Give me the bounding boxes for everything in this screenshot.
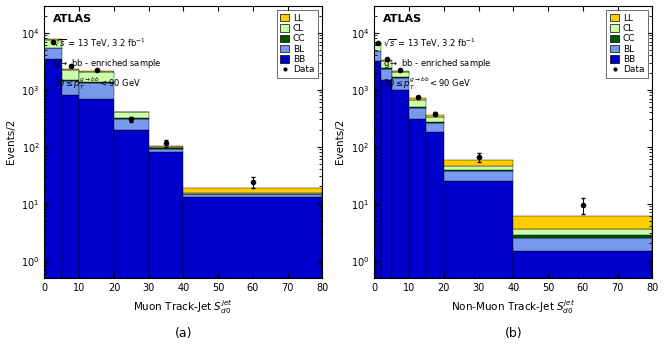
Bar bbox=[513, 229, 652, 235]
Bar bbox=[381, 68, 392, 69]
Bar bbox=[114, 112, 149, 118]
Bar bbox=[183, 197, 323, 344]
Bar bbox=[513, 216, 652, 229]
Text: g$\rightarrow$ bb - enriched sample: g$\rightarrow$ bb - enriched sample bbox=[53, 57, 161, 70]
Bar bbox=[79, 72, 114, 82]
Bar bbox=[381, 61, 392, 68]
Bar bbox=[374, 51, 381, 61]
Bar bbox=[44, 39, 62, 40]
Bar bbox=[409, 119, 426, 344]
Bar bbox=[444, 170, 513, 171]
Bar bbox=[381, 69, 392, 80]
Bar bbox=[79, 98, 114, 344]
Bar bbox=[44, 48, 62, 49]
Bar bbox=[374, 43, 381, 44]
Bar bbox=[513, 235, 652, 238]
Text: $30 \leq p_T^{g\rightarrow bb} < 90$ GeV: $30 \leq p_T^{g\rightarrow bb} < 90$ GeV bbox=[382, 76, 471, 92]
Bar bbox=[62, 95, 79, 344]
Bar bbox=[79, 83, 114, 98]
Bar bbox=[444, 165, 513, 170]
Bar bbox=[374, 44, 381, 51]
Text: (a): (a) bbox=[175, 327, 192, 340]
Text: ATLAS: ATLAS bbox=[53, 14, 92, 24]
Legend: LL, CL, CC, BL, BB, Data: LL, CL, CC, BL, BB, Data bbox=[276, 10, 318, 78]
Bar bbox=[114, 119, 149, 130]
Bar bbox=[149, 149, 183, 152]
Bar bbox=[114, 130, 149, 344]
Bar bbox=[426, 132, 444, 344]
Bar bbox=[392, 77, 409, 78]
Bar bbox=[392, 72, 409, 77]
Bar bbox=[513, 238, 652, 250]
Bar bbox=[62, 69, 79, 80]
Bar bbox=[79, 82, 114, 83]
Bar bbox=[392, 78, 409, 90]
Bar bbox=[426, 117, 444, 122]
Bar bbox=[392, 90, 409, 344]
Bar bbox=[409, 108, 426, 119]
Bar bbox=[374, 61, 381, 344]
Bar bbox=[149, 146, 183, 147]
Bar bbox=[44, 59, 62, 344]
Bar bbox=[426, 122, 444, 123]
X-axis label: Non-Muon Track-Jet $S_{d0}^{jet}$: Non-Muon Track-Jet $S_{d0}^{jet}$ bbox=[452, 298, 576, 316]
Text: g$\rightarrow$ bb - enriched sample: g$\rightarrow$ bb - enriched sample bbox=[382, 57, 491, 70]
Bar bbox=[114, 118, 149, 119]
Bar bbox=[426, 123, 444, 132]
Bar bbox=[444, 171, 513, 181]
Bar bbox=[392, 71, 409, 72]
Text: $\sqrt{s}$ = 13 TeV, 3.2 fb$^{-1}$: $\sqrt{s}$ = 13 TeV, 3.2 fb$^{-1}$ bbox=[382, 37, 475, 50]
Bar bbox=[62, 80, 79, 82]
Bar bbox=[426, 115, 444, 117]
Bar bbox=[444, 160, 513, 165]
Text: (b): (b) bbox=[505, 327, 522, 340]
Bar bbox=[409, 107, 426, 108]
Y-axis label: Events/2: Events/2 bbox=[335, 119, 345, 164]
Bar bbox=[409, 100, 426, 107]
Bar bbox=[149, 152, 183, 344]
Bar bbox=[149, 147, 183, 148]
Bar bbox=[44, 49, 62, 59]
X-axis label: Muon Track-Jet $S_{d0}^{jet}$: Muon Track-Jet $S_{d0}^{jet}$ bbox=[133, 298, 233, 316]
Bar bbox=[149, 148, 183, 149]
Legend: LL, CL, CC, BL, BB, Data: LL, CL, CC, BL, BB, Data bbox=[606, 10, 648, 78]
Bar bbox=[381, 80, 392, 344]
Bar bbox=[409, 98, 426, 100]
Text: ATLAS: ATLAS bbox=[382, 14, 422, 24]
Bar bbox=[62, 82, 79, 95]
Bar bbox=[381, 60, 392, 61]
Bar bbox=[183, 187, 323, 193]
Bar bbox=[183, 194, 323, 197]
Text: $\sqrt{s}$ = 13 TeV, 3.2 fb$^{-1}$: $\sqrt{s}$ = 13 TeV, 3.2 fb$^{-1}$ bbox=[53, 37, 145, 50]
Text: $30 \leq p_T^{g\rightarrow bb} < 90$ GeV: $30 \leq p_T^{g\rightarrow bb} < 90$ GeV bbox=[53, 76, 141, 92]
Bar bbox=[44, 40, 62, 48]
Bar bbox=[513, 250, 652, 344]
Bar bbox=[79, 71, 114, 72]
Bar bbox=[183, 193, 323, 194]
Y-axis label: Events/2: Events/2 bbox=[5, 119, 15, 164]
Bar bbox=[444, 181, 513, 344]
